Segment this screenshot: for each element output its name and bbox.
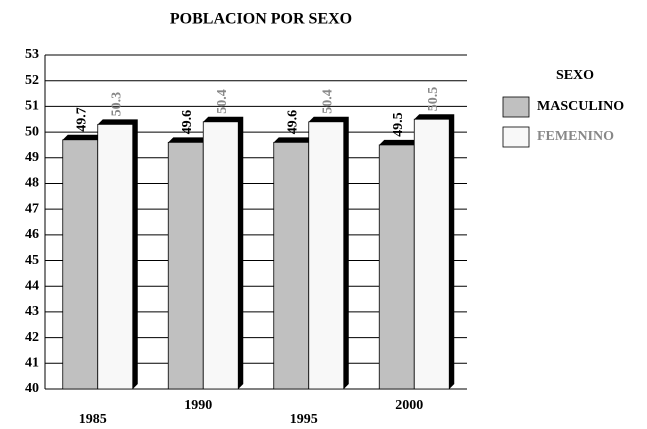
y-tick-label: 47	[25, 201, 39, 216]
x-tick-label: 2000	[395, 398, 423, 413]
y-tick-label: 41	[25, 356, 39, 371]
y-tick-label: 44	[25, 278, 39, 293]
value-label: 50.5	[426, 87, 441, 112]
bar	[308, 121, 345, 390]
bar	[202, 121, 239, 390]
bar	[167, 141, 204, 390]
y-tick-label: 43	[25, 304, 39, 319]
x-tick-label: 1995	[290, 412, 318, 427]
bar-shadow	[414, 114, 455, 389]
value-label: 49.7	[74, 107, 89, 132]
bar	[378, 144, 415, 390]
legend-label: FEMENINO	[537, 129, 614, 144]
y-tick-label: 49	[25, 150, 39, 165]
value-label: 50.4	[320, 89, 335, 114]
y-tick-label: 45	[25, 253, 39, 268]
x-tick-label: 1985	[79, 412, 107, 427]
bar-shadow	[203, 116, 244, 390]
y-tick-label: 48	[25, 176, 39, 191]
value-label: 50.4	[215, 89, 230, 114]
bar	[273, 141, 310, 390]
y-tick-label: 51	[25, 99, 39, 114]
y-tick-label: 53	[25, 47, 39, 62]
value-label: 50.3	[109, 92, 124, 117]
bar	[62, 139, 99, 390]
legend-title: SEXO	[556, 68, 594, 83]
legend-label: MASCULINO	[537, 99, 624, 114]
value-label: 49.6	[180, 110, 195, 135]
y-tick-label: 40	[25, 381, 39, 396]
y-tick-label: 52	[25, 73, 39, 88]
bar-shadow	[97, 119, 138, 389]
legend-swatch	[502, 96, 530, 118]
value-label: 49.6	[285, 110, 300, 135]
chart-title: POBLACION POR SEXO	[170, 11, 352, 28]
value-label: 49.5	[391, 112, 406, 137]
y-tick-label: 46	[25, 227, 39, 242]
y-tick-label: 42	[25, 330, 39, 345]
bar	[97, 123, 134, 390]
bar-shadow	[308, 116, 349, 390]
legend-swatch	[502, 126, 530, 148]
bar	[413, 118, 450, 390]
y-tick-label: 50	[25, 124, 39, 139]
x-tick-label: 1990	[184, 398, 212, 413]
